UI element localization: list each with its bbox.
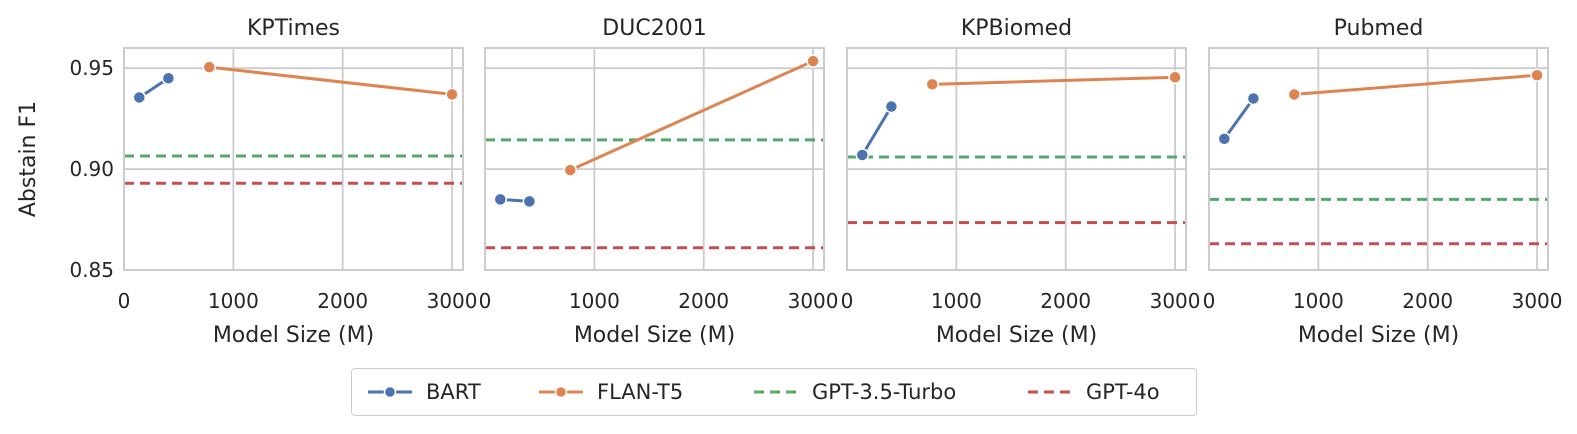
- panel-kpbiomed-flan-t5-point-0: [925, 77, 940, 92]
- legend-marker-flan-t5: [554, 385, 568, 399]
- legend: BART FLAN-T5 GPT-3.5-Turbo GPT-4o: [351, 368, 1197, 416]
- panel-kpbiomed-xtick-3000: 3000: [1150, 289, 1201, 313]
- panel-kptimes-bart-point-1: [161, 71, 176, 86]
- legend-label-bart: BART: [426, 380, 481, 404]
- panel-kptimes-xtick-3000: 3000: [427, 289, 478, 313]
- legend-item-gpt35: GPT-3.5-Turbo: [752, 369, 956, 415]
- panel-kptimes-flan-t5-point-1: [445, 87, 459, 102]
- panel-kpbiomed-bart-point-1: [884, 99, 899, 114]
- panel-duc2001-xtick-2000: 2000: [678, 289, 729, 313]
- panel-pubmed-x-axis-label: Model Size (M): [1298, 323, 1459, 348]
- panel-kpbiomed-flan-t5-line: [930, 75, 1177, 86]
- panel-kptimes-title: KPTimes: [247, 16, 340, 41]
- panel-duc2001-xtick-0: 0: [479, 289, 492, 313]
- panel-duc2001-flan-t5-line: [568, 59, 815, 172]
- legend-swatch-gpt35: [754, 390, 798, 394]
- panel-duc2001-bart-point-1: [522, 194, 537, 209]
- legend-swatch-flan-t5: [539, 385, 583, 399]
- legend-item-bart: BART: [366, 369, 481, 415]
- panel-kpbiomed-xtick-2000: 2000: [1040, 289, 1091, 313]
- panel-kptimes-x-axis-label: Model Size (M): [213, 323, 374, 348]
- panel-duc2001-xtick-3000: 3000: [788, 289, 839, 313]
- panel-pubmed-title: Pubmed: [1334, 16, 1424, 41]
- legend-label-flan-t5: FLAN-T5: [597, 380, 684, 404]
- panel-duc2001-flan-t5-point-0: [563, 163, 578, 177]
- panel-kpbiomed-bart-line: [860, 105, 893, 157]
- legend-item-flan-t5: FLAN-T5: [537, 369, 683, 415]
- panel-duc2001-title: DUC2001: [602, 16, 706, 41]
- panel-kptimes-xtick-2000: 2000: [317, 289, 368, 313]
- panel-pubmed-xtick-0: 0: [1203, 289, 1216, 313]
- panel-duc2001-frame: [484, 47, 825, 271]
- panel-pubmed-xtick-1000: 1000: [1293, 289, 1344, 313]
- panel-kpbiomed-bart-point-0: [855, 148, 870, 162]
- y-axis-label: Abstain F1: [16, 101, 41, 217]
- legend-swatch-bart: [368, 385, 412, 399]
- panel-kptimes-xtick-0: 0: [118, 289, 131, 313]
- panel-kptimes-flan-t5-point-0: [202, 60, 217, 74]
- panel-kptimes-ytick-0: 0.85: [69, 258, 114, 282]
- panel-kpbiomed-xtick-1000: 1000: [931, 289, 982, 313]
- panel-pubmed-flan-t5-point-1: [1530, 68, 1544, 82]
- panel-kpbiomed-frame: [846, 47, 1187, 271]
- panel-pubmed-frame: [1208, 47, 1549, 271]
- legend-swatch-gpt4o: [1028, 390, 1072, 394]
- panel-pubmed-flan-t5-point-0: [1287, 87, 1302, 102]
- panel-pubmed-flan-t5-line: [1292, 73, 1539, 96]
- panel-kptimes-bart-point-0: [132, 90, 147, 105]
- panel-duc2001-flan-t5-point-1: [806, 54, 820, 68]
- panel-kptimes-flan-t5-line: [207, 65, 454, 96]
- panel-pubmed-bart-line: [1222, 96, 1255, 141]
- panel-kptimes-ytick-2: 0.95: [69, 56, 114, 80]
- legend-label-gpt35: GPT-3.5-Turbo: [812, 380, 957, 404]
- panel-duc2001-bart-point-0: [493, 192, 508, 207]
- panel-pubmed-bart-point-1: [1246, 91, 1261, 106]
- panel-duc2001-x-axis-label: Model Size (M): [574, 323, 735, 348]
- legend-marker-bart: [383, 385, 397, 399]
- legend-item-gpt4o: GPT-4o: [1026, 369, 1160, 415]
- panel-kpbiomed-xtick-0: 0: [841, 289, 854, 313]
- panel-kpbiomed-title: KPBiomed: [961, 16, 1072, 41]
- panel-kptimes-ytick-1: 0.90: [69, 157, 114, 181]
- panel-pubmed-xtick-2000: 2000: [1402, 289, 1453, 313]
- legend-label-gpt4o: GPT-4o: [1086, 380, 1160, 404]
- panel-duc2001-xtick-1000: 1000: [569, 289, 620, 313]
- panel-kptimes-frame: [123, 47, 464, 271]
- panel-kpbiomed-x-axis-label: Model Size (M): [936, 323, 1097, 348]
- panel-kpbiomed-flan-t5-point-1: [1168, 70, 1182, 85]
- panel-pubmed-bart-point-0: [1217, 132, 1232, 146]
- panel-kptimes-xtick-1000: 1000: [208, 289, 259, 313]
- panel-pubmed-xtick-3000: 3000: [1512, 289, 1563, 313]
